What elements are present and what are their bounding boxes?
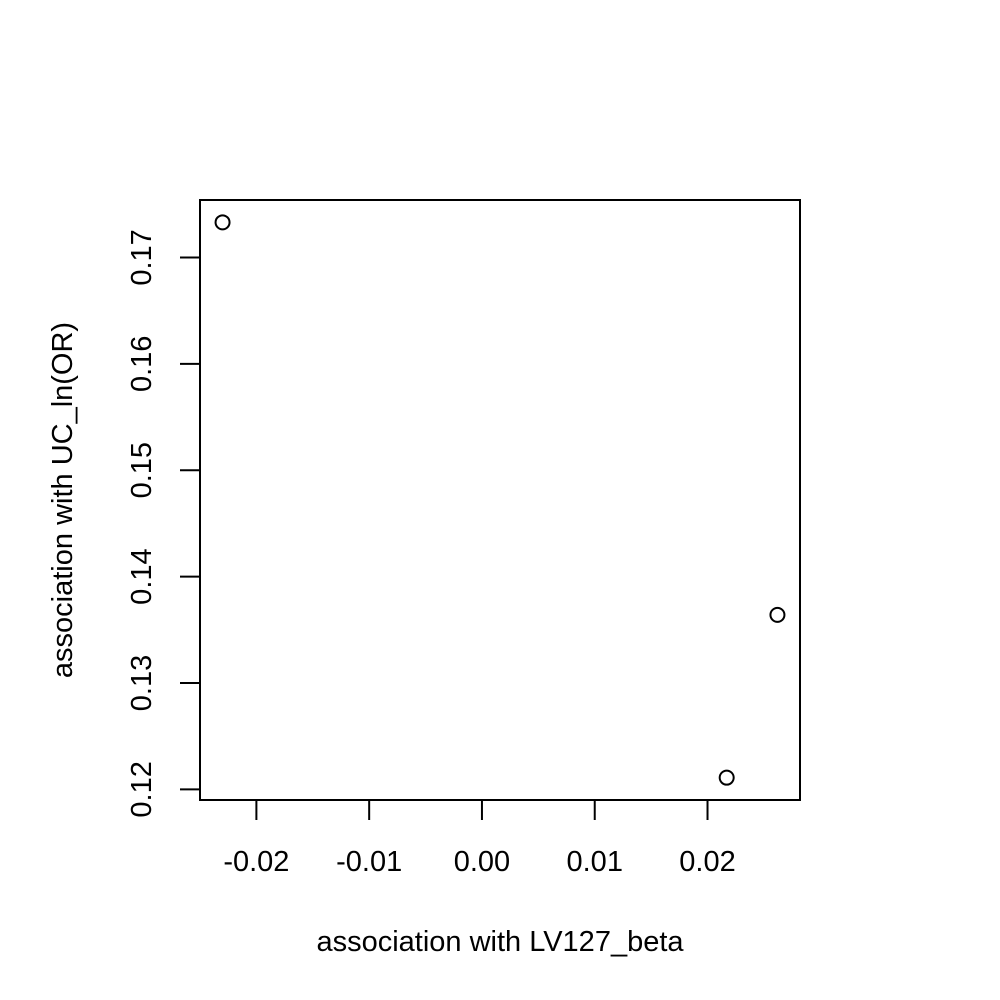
y-tick-label: 0.13 (126, 655, 158, 711)
y-axis: 0.12 0.13 0.14 0.15 0.16 0.17 (126, 229, 201, 818)
x-tick-label: 0.02 (679, 846, 735, 878)
y-tick-label: 0.17 (126, 229, 158, 285)
x-tick-label: -0.01 (336, 846, 402, 878)
data-point (769, 606, 786, 623)
plot-area-frame (199, 199, 801, 801)
x-axis-title: association with LV127_beta (316, 926, 684, 958)
y-tick-label: 0.15 (126, 442, 158, 498)
data-point (718, 769, 735, 786)
x-tick-label: 0.01 (567, 846, 623, 878)
y-axis-title: association with UC_ln(OR) (47, 322, 79, 678)
x-axis: -0.02 -0.01 0.00 0.01 0.02 (223, 799, 736, 878)
y-tick-label: 0.14 (126, 548, 158, 604)
y-tick-label: 0.16 (126, 336, 158, 392)
data-point (214, 214, 231, 231)
data-points (214, 214, 786, 786)
y-tick-label: 0.12 (126, 761, 158, 817)
x-tick-label: 0.00 (454, 846, 510, 878)
x-tick-label: -0.02 (223, 846, 289, 878)
